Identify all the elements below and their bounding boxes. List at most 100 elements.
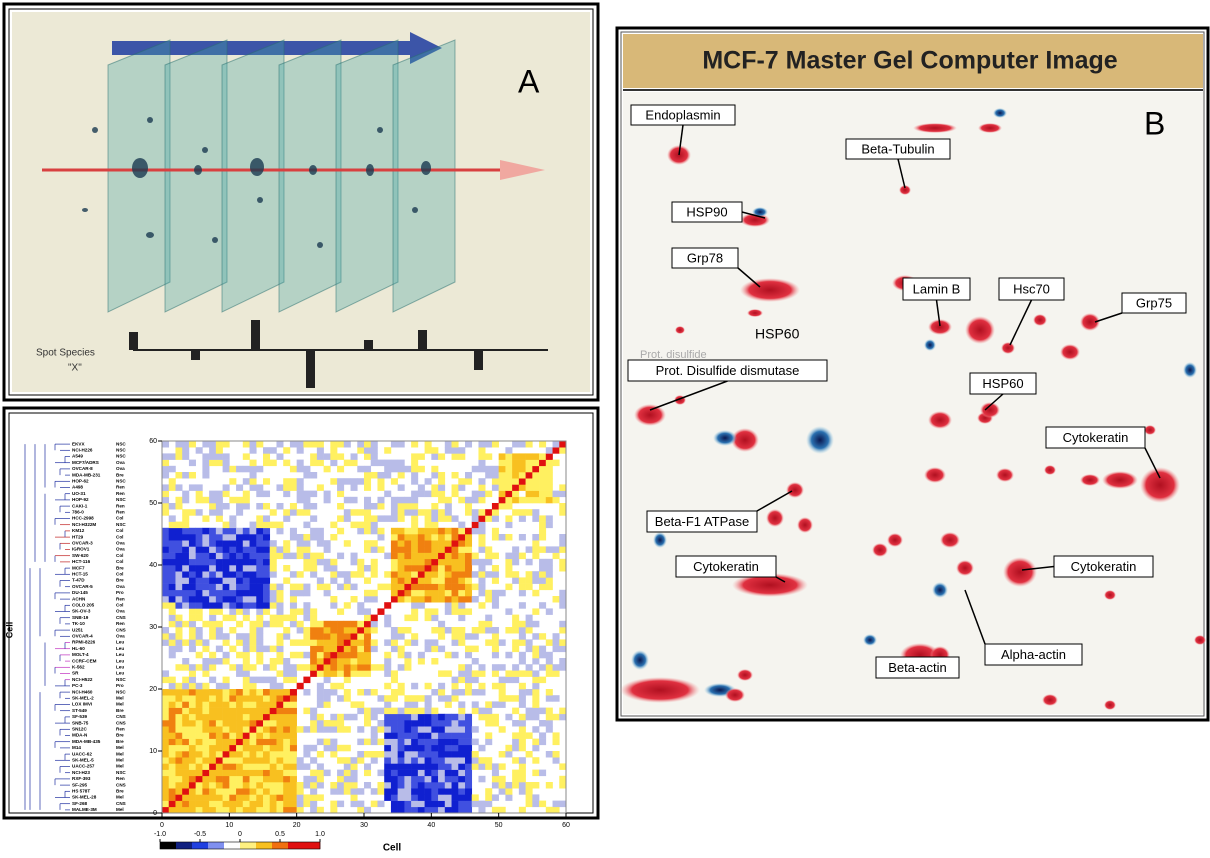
heatmap-cell (425, 807, 432, 814)
heatmap-cell (250, 627, 257, 634)
heatmap-cell (391, 646, 398, 653)
annotation: HSP60 (755, 326, 800, 342)
heatmap-cell (330, 565, 337, 572)
heatmap-cell (505, 794, 512, 801)
heatmap-cell (377, 801, 384, 808)
annotation: Grp78 (687, 250, 723, 265)
spot (257, 197, 263, 203)
heatmap-cell (384, 460, 391, 467)
heatmap-cell (532, 577, 539, 584)
heatmap-cell (196, 794, 203, 801)
heatmap-cell (229, 553, 236, 560)
heatmap-cell (351, 701, 358, 708)
heatmap-cell (559, 627, 566, 634)
heatmap-cell (209, 559, 216, 566)
heatmap-cell (371, 596, 378, 603)
heatmap-cell (276, 522, 283, 529)
heatmap-cell (519, 453, 526, 460)
heatmap-cell (411, 776, 418, 783)
heatmap-cell (411, 751, 418, 758)
heatmap-cell (472, 584, 479, 591)
heatmap-cell (384, 621, 391, 628)
heatmap-cell (472, 466, 479, 473)
heatmap-cell (425, 782, 432, 789)
heatmap-cell (216, 528, 223, 535)
heatmap-cell (526, 714, 533, 721)
heatmap-cell (196, 807, 203, 814)
heatmap-cell (169, 683, 176, 690)
heatmap-cell (216, 497, 223, 504)
y-axis-label: Cell (4, 622, 14, 639)
heatmap-cell (505, 565, 512, 572)
heatmap-cell (384, 584, 391, 591)
heatmap-cell (175, 714, 182, 721)
heatmap-cell (357, 627, 364, 634)
heatmap-cell (478, 441, 485, 448)
heatmap-cell (452, 739, 459, 746)
heatmap-cell (465, 807, 472, 814)
heatmap-cell (364, 664, 371, 671)
heatmap-cell (465, 776, 472, 783)
heatmap-cell (324, 770, 331, 777)
heatmap-cell (418, 559, 425, 566)
heatmap-cell (283, 565, 290, 572)
heatmap-cell (411, 515, 418, 522)
heatmap-cell (202, 497, 209, 504)
heatmap-cell (559, 658, 566, 665)
heatmap-cell (546, 453, 553, 460)
heatmap-cell (371, 726, 378, 733)
heatmap-cell (384, 615, 391, 622)
heatmap-cell (236, 770, 243, 777)
heatmap-cell (351, 478, 358, 485)
panel-c: 01020304050600102030405060EKVXNSCNCI-H22… (25, 438, 570, 849)
heatmap-cell (438, 695, 445, 702)
heatmap-cell (371, 664, 378, 671)
heatmap-cell (189, 534, 196, 541)
heatmap-cell (229, 801, 236, 808)
heatmap-cell (512, 782, 519, 789)
heatmap-cell (303, 466, 310, 473)
heatmap-cell (452, 590, 459, 597)
heatmap-cell (175, 788, 182, 795)
heatmap-cell (364, 608, 371, 615)
heatmap-cell (182, 534, 189, 541)
heatmap-cell (553, 714, 560, 721)
heatmap-cell (310, 553, 317, 560)
heatmap-cell (478, 763, 485, 770)
heatmap-cell (532, 534, 539, 541)
heatmap-cell (425, 720, 432, 727)
heatmap-cell (189, 608, 196, 615)
heatmap-cell (169, 726, 176, 733)
heatmap-cell (431, 646, 438, 653)
heatmap-cell (526, 782, 533, 789)
cell-line: SN12C (72, 727, 87, 732)
colorbar-swatch (192, 842, 208, 849)
heatmap-cell (559, 447, 566, 454)
heatmap-cell (189, 677, 196, 684)
heatmap-cell (223, 751, 230, 758)
heatmap-cell (418, 776, 425, 783)
heatmap-cell (243, 528, 250, 535)
heatmap-cell (189, 720, 196, 727)
heatmap-cell (505, 714, 512, 721)
spot (132, 158, 148, 178)
heatmap-cell (398, 739, 405, 746)
heatmap-cell (290, 757, 297, 764)
heatmap-cell (162, 602, 169, 609)
heatmap-cell (445, 720, 452, 727)
heatmap-cell (283, 447, 290, 454)
cell-line: OVCAR-5 (72, 584, 93, 589)
heatmap-cell (377, 472, 384, 479)
heatmap-cell (526, 478, 533, 485)
heatmap-cell (377, 708, 384, 715)
heatmap-cell (310, 782, 317, 789)
heatmap-cell (526, 732, 533, 739)
heatmap-cell (223, 739, 230, 746)
heatmap-cell (317, 763, 324, 770)
heatmap-cell (492, 794, 499, 801)
heatmap-cell (256, 701, 263, 708)
heatmap-cell (465, 633, 472, 640)
tissue: Bre (116, 565, 124, 570)
heatmap-cell (425, 491, 432, 498)
heatmap-cell (398, 782, 405, 789)
